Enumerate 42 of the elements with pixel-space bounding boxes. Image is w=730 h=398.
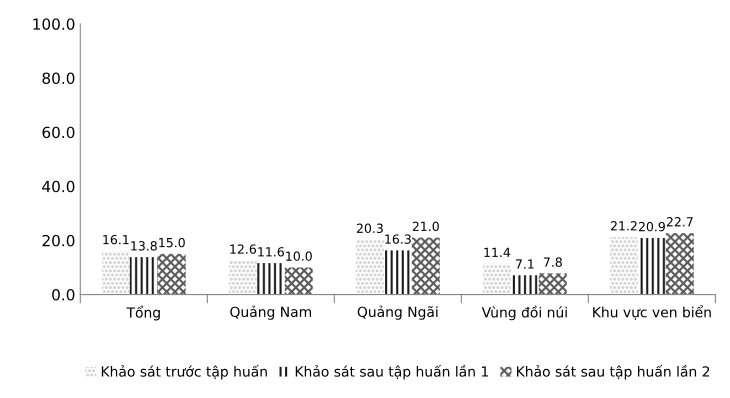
- data-label: 22.7: [666, 217, 693, 226]
- data-label: 20.3: [356, 224, 383, 233]
- bar: [158, 254, 186, 295]
- legend-label: Khảo sát sau tập huấn lần 1: [296, 364, 488, 380]
- data-label: 15.0: [159, 238, 185, 248]
- x-tick-label: Vùng đồi núi: [482, 306, 567, 320]
- bar: [102, 250, 130, 295]
- x-tick-label: Quảng Nam: [230, 306, 312, 320]
- data-label: 11.4: [484, 248, 510, 257]
- bar: [482, 264, 511, 295]
- data-label: 21.0: [412, 222, 439, 232]
- bar: [510, 275, 539, 295]
- bar: [666, 233, 694, 295]
- bar: [638, 238, 666, 295]
- data-label: 7.1: [516, 259, 534, 269]
- data-label: 16.1: [103, 234, 129, 244]
- x-tick-label: Khu vực ven biển: [593, 305, 711, 320]
- legend-label: Khảo sát sau tập huấn lần 2: [517, 364, 710, 380]
- y-tick-label: 100.0: [33, 18, 74, 30]
- x-tick-label: Quảng Ngãi: [358, 306, 438, 320]
- bar: [412, 238, 440, 295]
- data-label: 16.3: [385, 234, 411, 244]
- bar: [356, 240, 384, 295]
- bar: [228, 260, 257, 295]
- y-tick-label: 60.0: [42, 126, 74, 138]
- bar: [538, 273, 567, 295]
- bar: [610, 237, 638, 295]
- bar: [284, 267, 313, 295]
- bar: [130, 257, 158, 295]
- y-tick-label: 0.0: [52, 288, 74, 301]
- data-label: 10.0: [286, 251, 312, 261]
- data-label: 20.9: [638, 222, 665, 232]
- y-tick-label: 80.0: [42, 72, 74, 84]
- x-tick-label: Tổng: [126, 306, 160, 320]
- data-label: 7.8: [544, 257, 562, 267]
- legend-label: Khảo sát trước tập huấn: [102, 364, 267, 380]
- data-label: 12.6: [230, 244, 256, 254]
- data-label: 21.2: [610, 221, 637, 230]
- data-label: 11.6: [258, 247, 284, 257]
- data-label: 13.8: [131, 241, 157, 251]
- y-tick-label: 20.0: [42, 234, 74, 246]
- y-tick-label: 40.0: [42, 180, 74, 192]
